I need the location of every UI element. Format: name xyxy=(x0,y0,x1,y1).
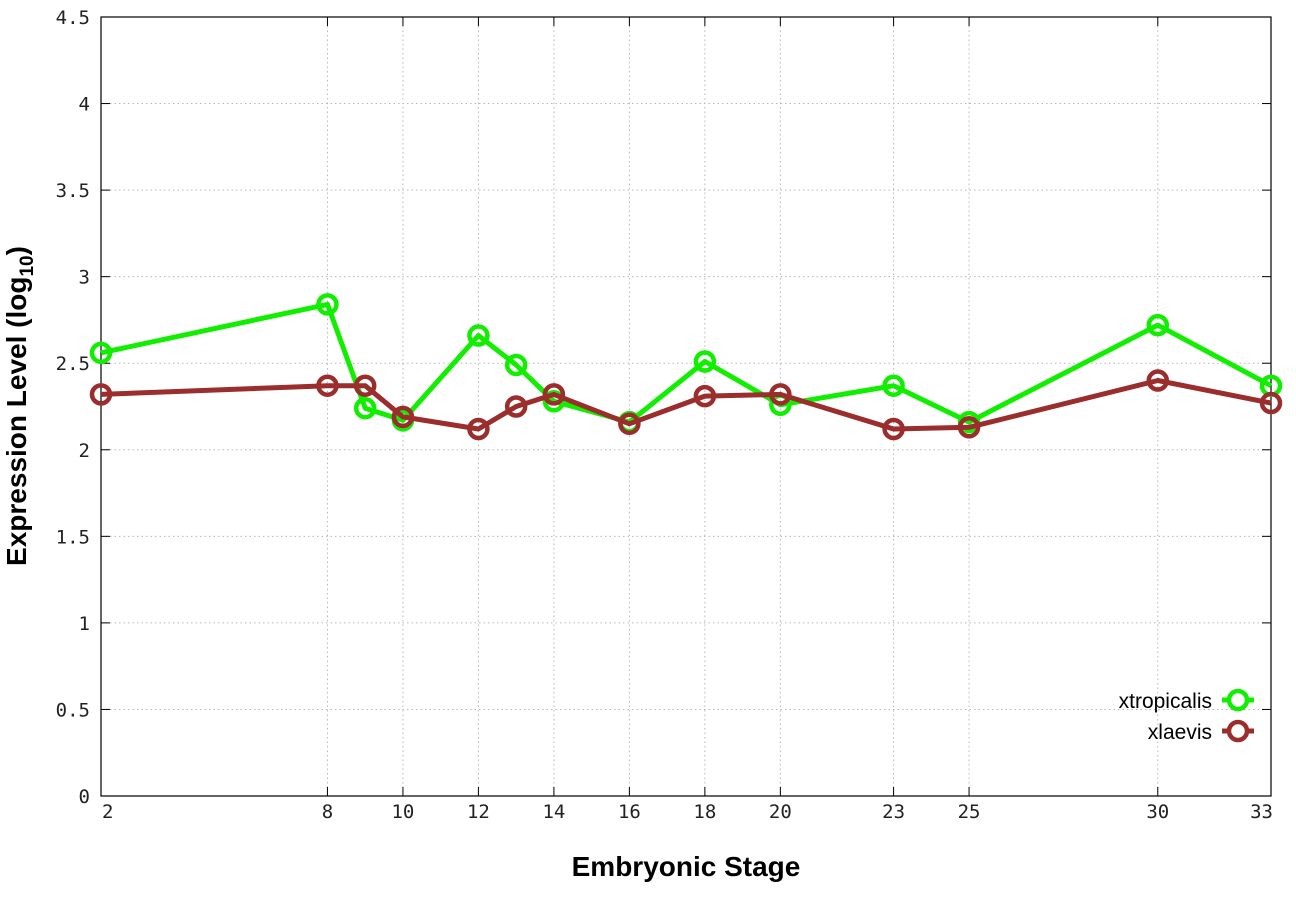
legend-swatch-marker-xlaevis xyxy=(1226,719,1250,743)
legend-swatch-marker-xtropicalis xyxy=(1226,688,1250,712)
data-point-xtropicalis xyxy=(467,324,490,347)
data-point-xtropicalis xyxy=(89,341,113,365)
x-tick-label: 8 xyxy=(322,801,333,823)
y-tick-label: 2 xyxy=(79,440,90,462)
data-point-xtropicalis xyxy=(1146,313,1170,337)
data-point-xlaevis xyxy=(769,383,792,406)
data-point-xtropicalis xyxy=(882,374,905,397)
x-tick-label: 14 xyxy=(542,801,565,823)
x-tick-label: 33 xyxy=(1250,801,1273,823)
grid-lines xyxy=(101,17,1271,796)
data-point-xlaevis xyxy=(693,384,717,408)
x-tick-label: 16 xyxy=(618,801,641,823)
data-point-xlaevis xyxy=(542,383,566,406)
data-point-xtropicalis xyxy=(693,350,717,373)
x-tick-label: 18 xyxy=(693,801,716,823)
x-tick-label: 12 xyxy=(467,801,490,823)
data-point-xtropicalis xyxy=(353,396,377,420)
data-point-xtropicalis xyxy=(316,293,339,316)
data-point-xlaevis xyxy=(1259,391,1283,415)
y-tick-label: 1 xyxy=(79,613,90,635)
data-point-xlaevis xyxy=(391,405,415,429)
data-point-xlaevis xyxy=(89,383,113,406)
y-axis-title: Expression Level (log10) xyxy=(1,246,38,566)
data-point-xlaevis xyxy=(504,395,528,418)
series-line-xlaevis xyxy=(100,378,1272,432)
x-tick-label: 2 xyxy=(102,801,113,823)
y-axis-title-subscript: 10 xyxy=(17,255,38,276)
x-tick-label: 20 xyxy=(769,801,792,823)
y-tick-label: 0.5 xyxy=(56,699,90,721)
data-point-xlaevis xyxy=(467,417,490,441)
y-tick-label: 2.5 xyxy=(56,353,90,375)
y-axis-title-main: Expression Level (log xyxy=(1,277,32,566)
legend-label-xtropicalis: xtropicalis xyxy=(1119,690,1212,713)
data-point-xlaevis xyxy=(316,374,339,397)
x-tick-label: 25 xyxy=(958,801,981,823)
y-tick-label: 4.5 xyxy=(56,7,90,29)
y-tick-label: 4 xyxy=(79,94,90,116)
series-group xyxy=(89,293,1283,441)
data-point-xlaevis xyxy=(353,374,377,397)
data-point-xlaevis xyxy=(957,416,981,439)
plot-area-frame xyxy=(100,16,1272,797)
y-tick-label: 3 xyxy=(79,267,90,289)
x-tick-label: 23 xyxy=(882,801,905,823)
data-point-xtropicalis xyxy=(504,353,528,377)
data-point-xlaevis xyxy=(882,417,905,441)
y-tick-label: 1.5 xyxy=(56,526,90,548)
data-point-xlaevis xyxy=(1146,369,1170,392)
x-tick-label: 30 xyxy=(1146,801,1169,823)
data-point-xlaevis xyxy=(618,412,641,436)
axis-ticks: 0 0.5 1 1.5 2 2.5 3 3.5 4 4.5 2 8 10 12 14 16 18 20 23 25 30… xyxy=(56,7,1273,823)
x-tick-label: 10 xyxy=(391,801,414,823)
y-tick-label: 3.5 xyxy=(56,180,90,202)
y-tick-label: 0 xyxy=(79,786,90,808)
x-axis-title: Embryonic Stage xyxy=(572,851,801,882)
legend: xtropicalis xlaevis xyxy=(1119,688,1254,744)
y-axis-title-end: ) xyxy=(1,246,32,255)
legend-label-xlaevis: xlaevis xyxy=(1148,721,1212,744)
